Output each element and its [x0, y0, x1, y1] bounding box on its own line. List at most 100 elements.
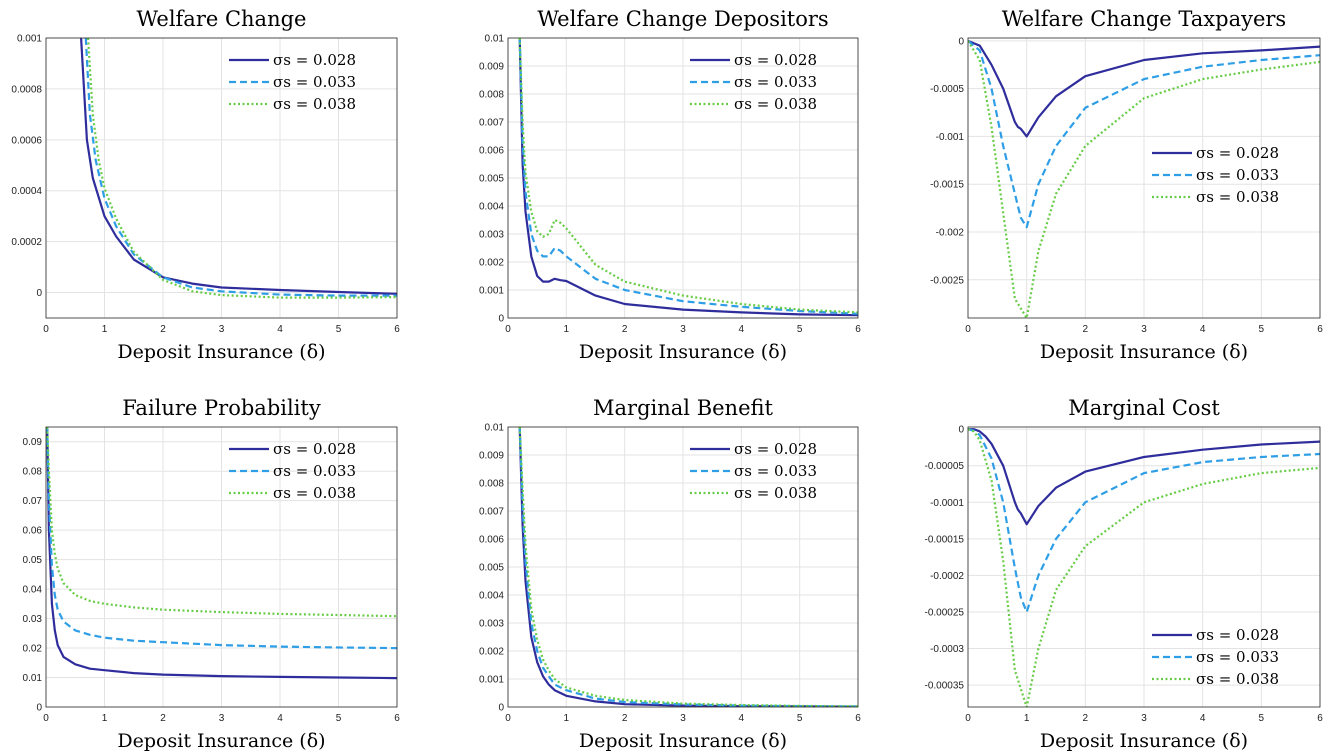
plot-frame — [967, 426, 1321, 708]
y-tick-label: 0.01 — [23, 673, 43, 684]
x-tick-label: 0 — [43, 713, 49, 724]
x-axis-label: Deposit Insurance (δ) — [117, 341, 325, 363]
x-tick-label: 0 — [965, 713, 971, 724]
legend-label-1: σs = 0.028 — [734, 51, 817, 69]
x-tick-label: 6 — [1317, 713, 1323, 724]
y-tick-label: 0.0004 — [11, 186, 42, 197]
y-tick-label: 0.001 — [479, 675, 504, 686]
plot-frame — [45, 426, 398, 708]
x-tick-label: 0 — [505, 713, 511, 724]
series-line-1 — [968, 39, 1320, 138]
x-tick-label: 3 — [680, 713, 686, 724]
y-tick-label: 0.06 — [23, 526, 43, 537]
legend-label-2: σs = 0.033 — [734, 73, 817, 91]
legend-label-3: σs = 0.038 — [734, 484, 817, 502]
panel-2: Welfare Change Depositors 0 1 2 3 4 5 6 0 0.001 0.… — [479, 7, 861, 363]
legend-label-3: σs = 0.038 — [273, 95, 356, 113]
panel-4: Failure Probability 0 1 2 3 4 5 6 0 0.01 0.02 0.03 0… — [23, 396, 401, 752]
x-tick-label: 2 — [160, 324, 166, 335]
x-tick-label: 4 — [1200, 713, 1206, 724]
x-tick-label: 3 — [1141, 713, 1147, 724]
x-tick-label: 1 — [564, 713, 570, 724]
series-line-2 — [46, 427, 397, 650]
y-tick-label: 0 — [498, 703, 504, 714]
legend-label-2: σs = 0.033 — [273, 462, 356, 480]
y-tick-label: 0.002 — [479, 647, 504, 658]
legend-label-2: σs = 0.033 — [734, 462, 817, 480]
x-tick-label: 4 — [277, 713, 283, 724]
y-tick-label: -0.0015 — [930, 180, 964, 191]
series-line-3 — [46, 427, 397, 618]
plot-frame — [967, 37, 1321, 319]
y-tick-label: 0.01 — [485, 423, 505, 434]
series-line-1 — [518, 38, 858, 317]
y-tick-label: 0 — [36, 703, 42, 714]
series-line-3 — [518, 38, 858, 314]
x-tick-label: 2 — [1083, 324, 1089, 335]
legend-label-3: σs = 0.038 — [1196, 670, 1279, 688]
y-tick-label: -0.0002 — [930, 571, 964, 582]
x-axis-label: Deposit Insurance (δ) — [579, 341, 787, 363]
panel-title: Welfare Change Depositors — [537, 7, 828, 31]
x-tick-label: 4 — [739, 713, 745, 724]
x-tick-label: 4 — [739, 324, 745, 335]
plot-frame — [507, 37, 859, 319]
series-line-2 — [84, 38, 397, 297]
legend-label-3: σs = 0.038 — [273, 484, 356, 502]
y-tick-label: 0.003 — [479, 230, 504, 241]
y-tick-label: -0.00035 — [925, 681, 965, 692]
x-tick-label: 1 — [102, 324, 108, 335]
x-tick-label: 6 — [394, 713, 400, 724]
y-tick-label: 0.009 — [479, 62, 504, 73]
x-tick-label: 6 — [855, 713, 861, 724]
x-tick-label: 1 — [564, 324, 570, 335]
y-tick-label: 0.0008 — [11, 84, 42, 95]
x-axis-label: Deposit Insurance (δ) — [117, 730, 325, 752]
plot-frame — [507, 426, 859, 708]
x-tick-label: 0 — [505, 324, 511, 335]
y-tick-label: 0 — [36, 288, 42, 299]
x-tick-label: 3 — [680, 324, 686, 335]
y-tick-label: 0.009 — [479, 451, 504, 462]
y-tick-label: 0 — [498, 314, 504, 325]
y-tick-label: 0.006 — [479, 146, 504, 157]
x-tick-label: 4 — [277, 324, 283, 335]
x-tick-label: 6 — [1317, 324, 1323, 335]
y-tick-label: 0.0002 — [11, 237, 42, 248]
series-line-1 — [968, 428, 1320, 526]
x-tick-label: 5 — [336, 713, 342, 724]
y-tick-label: 0.02 — [23, 644, 43, 655]
plot-frame — [45, 37, 398, 319]
y-tick-label: 0 — [958, 425, 964, 436]
x-tick-label: 5 — [797, 713, 803, 724]
y-tick-label: 0.07 — [23, 496, 43, 507]
y-tick-label: -0.0001 — [930, 498, 964, 509]
panel-title: Failure Probability — [122, 396, 321, 420]
legend-label-2: σs = 0.033 — [273, 73, 356, 91]
x-tick-label: 2 — [622, 713, 628, 724]
x-tick-label: 0 — [965, 324, 971, 335]
y-tick-label: 0.007 — [479, 507, 504, 518]
y-tick-label: 0 — [958, 36, 964, 47]
x-tick-label: 6 — [394, 324, 400, 335]
legend-label-2: σs = 0.033 — [1196, 166, 1279, 184]
y-tick-label: 0.001 — [479, 286, 504, 297]
y-tick-label: -0.00015 — [925, 534, 965, 545]
y-tick-label: 0.006 — [479, 535, 504, 546]
x-axis-label: Deposit Insurance (δ) — [579, 730, 787, 752]
x-tick-label: 5 — [797, 324, 803, 335]
series-line-2 — [968, 40, 1320, 229]
y-tick-label: 0.002 — [479, 258, 504, 269]
y-tick-label: 0.008 — [479, 90, 504, 101]
legend-label-3: σs = 0.038 — [734, 95, 817, 113]
x-tick-label: 4 — [1200, 324, 1206, 335]
x-tick-label: 3 — [219, 324, 225, 335]
x-tick-label: 1 — [1024, 324, 1030, 335]
x-tick-label: 2 — [622, 324, 628, 335]
y-tick-label: 0.007 — [479, 118, 504, 129]
y-tick-label: 0.01 — [485, 34, 505, 45]
y-tick-label: 0.09 — [23, 437, 43, 448]
legend-label-1: σs = 0.028 — [273, 51, 356, 69]
legend-label-1: σs = 0.028 — [273, 440, 356, 458]
